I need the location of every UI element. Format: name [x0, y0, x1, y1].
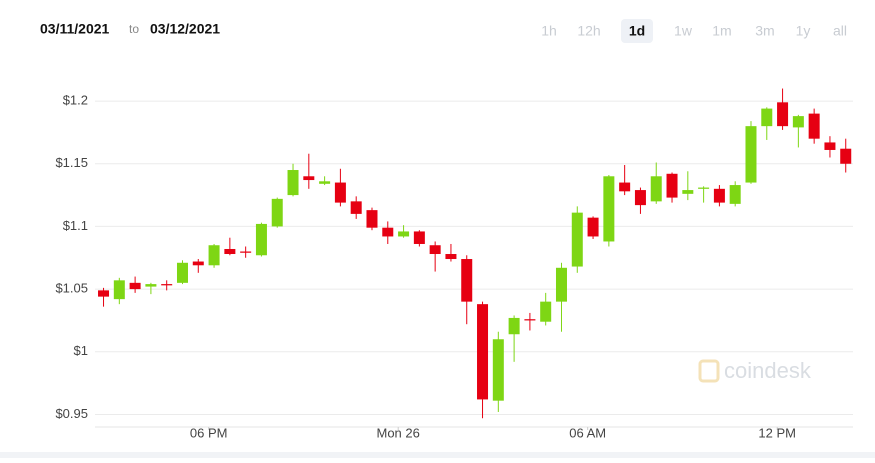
y-tick-label: $1: [74, 343, 88, 358]
candle-body: [682, 190, 694, 194]
candle-body: [429, 245, 441, 255]
candle-body: [98, 290, 110, 297]
candle-body: [824, 142, 836, 150]
date-to-word: to: [129, 22, 139, 36]
range-button[interactable]: 1y: [796, 23, 811, 39]
candle-body: [224, 248, 236, 255]
candle-body: [382, 227, 394, 237]
range-button[interactable]: 12h: [577, 23, 600, 39]
candle-body: [255, 223, 267, 256]
x-tick-label: Mon 26: [377, 425, 420, 440]
candle-body: [271, 198, 283, 227]
candle-body: [366, 210, 378, 228]
range-selected-bg: [621, 19, 653, 43]
candle-body: [761, 108, 773, 127]
range-button[interactable]: 3m: [755, 23, 774, 39]
y-tick-label: $1.2: [63, 93, 88, 108]
candle-body: [698, 187, 710, 189]
candle-body: [240, 251, 252, 253]
candle-body: [398, 231, 410, 237]
candle-body: [650, 176, 662, 202]
date-from[interactable]: 03/11/2021: [40, 21, 110, 37]
x-tick-label: 06 AM: [569, 425, 606, 440]
range-button[interactable]: 1h: [541, 23, 557, 39]
candle-body: [777, 102, 789, 127]
candle-body: [176, 262, 188, 283]
candle-body: [540, 301, 552, 322]
y-tick-label: $1.15: [55, 155, 88, 170]
candle-body: [287, 170, 299, 196]
watermark: coindesk: [698, 358, 812, 383]
y-tick-label: $0.95: [55, 406, 88, 421]
candle-body: [634, 190, 646, 206]
range-button[interactable]: all: [833, 23, 847, 39]
range-button[interactable]: 1m: [712, 23, 731, 39]
range-button[interactable]: 1w: [674, 23, 693, 39]
candle-body: [808, 113, 820, 139]
y-tick-label: $1.1: [63, 218, 88, 233]
candle-body: [129, 282, 141, 290]
candle-body: [524, 319, 536, 321]
candle-body: [192, 261, 204, 266]
candle-body: [461, 259, 473, 302]
candle-body: [350, 201, 362, 214]
candle-body: [145, 284, 157, 287]
candle-body: [508, 317, 520, 335]
candle-body: [666, 173, 678, 198]
candle-body: [445, 254, 457, 260]
x-tick-label: 06 PM: [190, 425, 228, 440]
candle-body: [587, 217, 599, 237]
candle-body: [745, 126, 757, 183]
candle-body: [319, 181, 331, 184]
watermark-logo: [698, 359, 720, 383]
candle-body: [555, 267, 567, 302]
candle-body: [729, 185, 741, 204]
candle-body: [334, 182, 346, 203]
candle-body: [113, 280, 125, 300]
x-tick-label: 12 PM: [758, 425, 796, 440]
candle-body: [571, 212, 583, 267]
candle-body: [492, 339, 504, 401]
candle-body: [161, 284, 173, 286]
candle-body: [713, 188, 725, 203]
candle-body: [413, 231, 425, 244]
candle-body: [603, 176, 615, 242]
candle-body: [792, 116, 804, 128]
y-tick-label: $1.05: [55, 281, 88, 296]
candle-body: [477, 304, 489, 400]
candle-body: [208, 245, 220, 266]
date-to[interactable]: 03/12/2021: [150, 21, 220, 37]
candle-body: [303, 176, 315, 181]
candle-body: [840, 148, 852, 164]
watermark-text: coindesk: [724, 358, 812, 383]
bottom-band: [0, 452, 875, 458]
range-button[interactable]: 1d: [629, 23, 645, 39]
candle-body: [619, 182, 631, 192]
